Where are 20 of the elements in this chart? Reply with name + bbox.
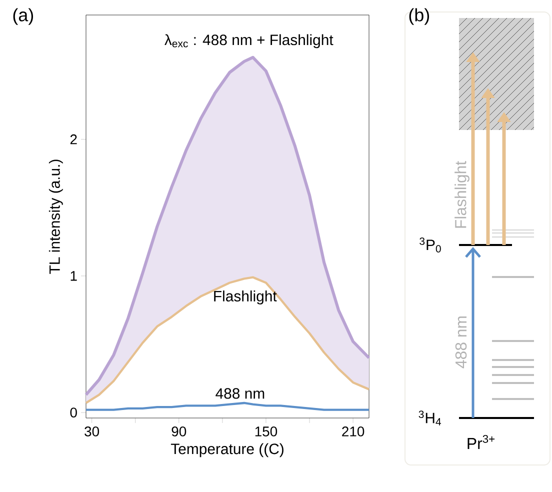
y-tick-label: 2 bbox=[70, 134, 77, 144]
series-label: Flashlight bbox=[214, 290, 277, 304]
y-axis-title: TL intensity (a.u.) bbox=[48, 160, 63, 274]
x-tick-label: 90 bbox=[172, 426, 186, 436]
text: (a) bbox=[13, 8, 34, 25]
text: $^{3}$H$_{4}$ bbox=[418, 410, 441, 426]
text: Flashlight bbox=[454, 161, 470, 228]
text: 488 nm bbox=[455, 316, 467, 368]
x-tick-label: 150 bbox=[255, 426, 278, 436]
series-label: 488 nm bbox=[216, 388, 264, 399]
text: (b) bbox=[409, 8, 430, 25]
text: $^{3}$P$_{0}$ bbox=[420, 238, 441, 252]
x-tick-label: 30 bbox=[84, 426, 100, 436]
y-tick-label: 1 bbox=[70, 271, 77, 281]
y-tick-label: 0 bbox=[70, 408, 77, 418]
line-series bbox=[84, 276, 370, 404]
x-tick-label: 210 bbox=[342, 426, 364, 436]
text: Pr$^{3+}$ bbox=[468, 434, 495, 450]
series-label: λ$_{exc}$ : 488 nm + Flashlight bbox=[164, 34, 334, 48]
x-axis-title: Temperature ((C) bbox=[170, 443, 284, 458]
